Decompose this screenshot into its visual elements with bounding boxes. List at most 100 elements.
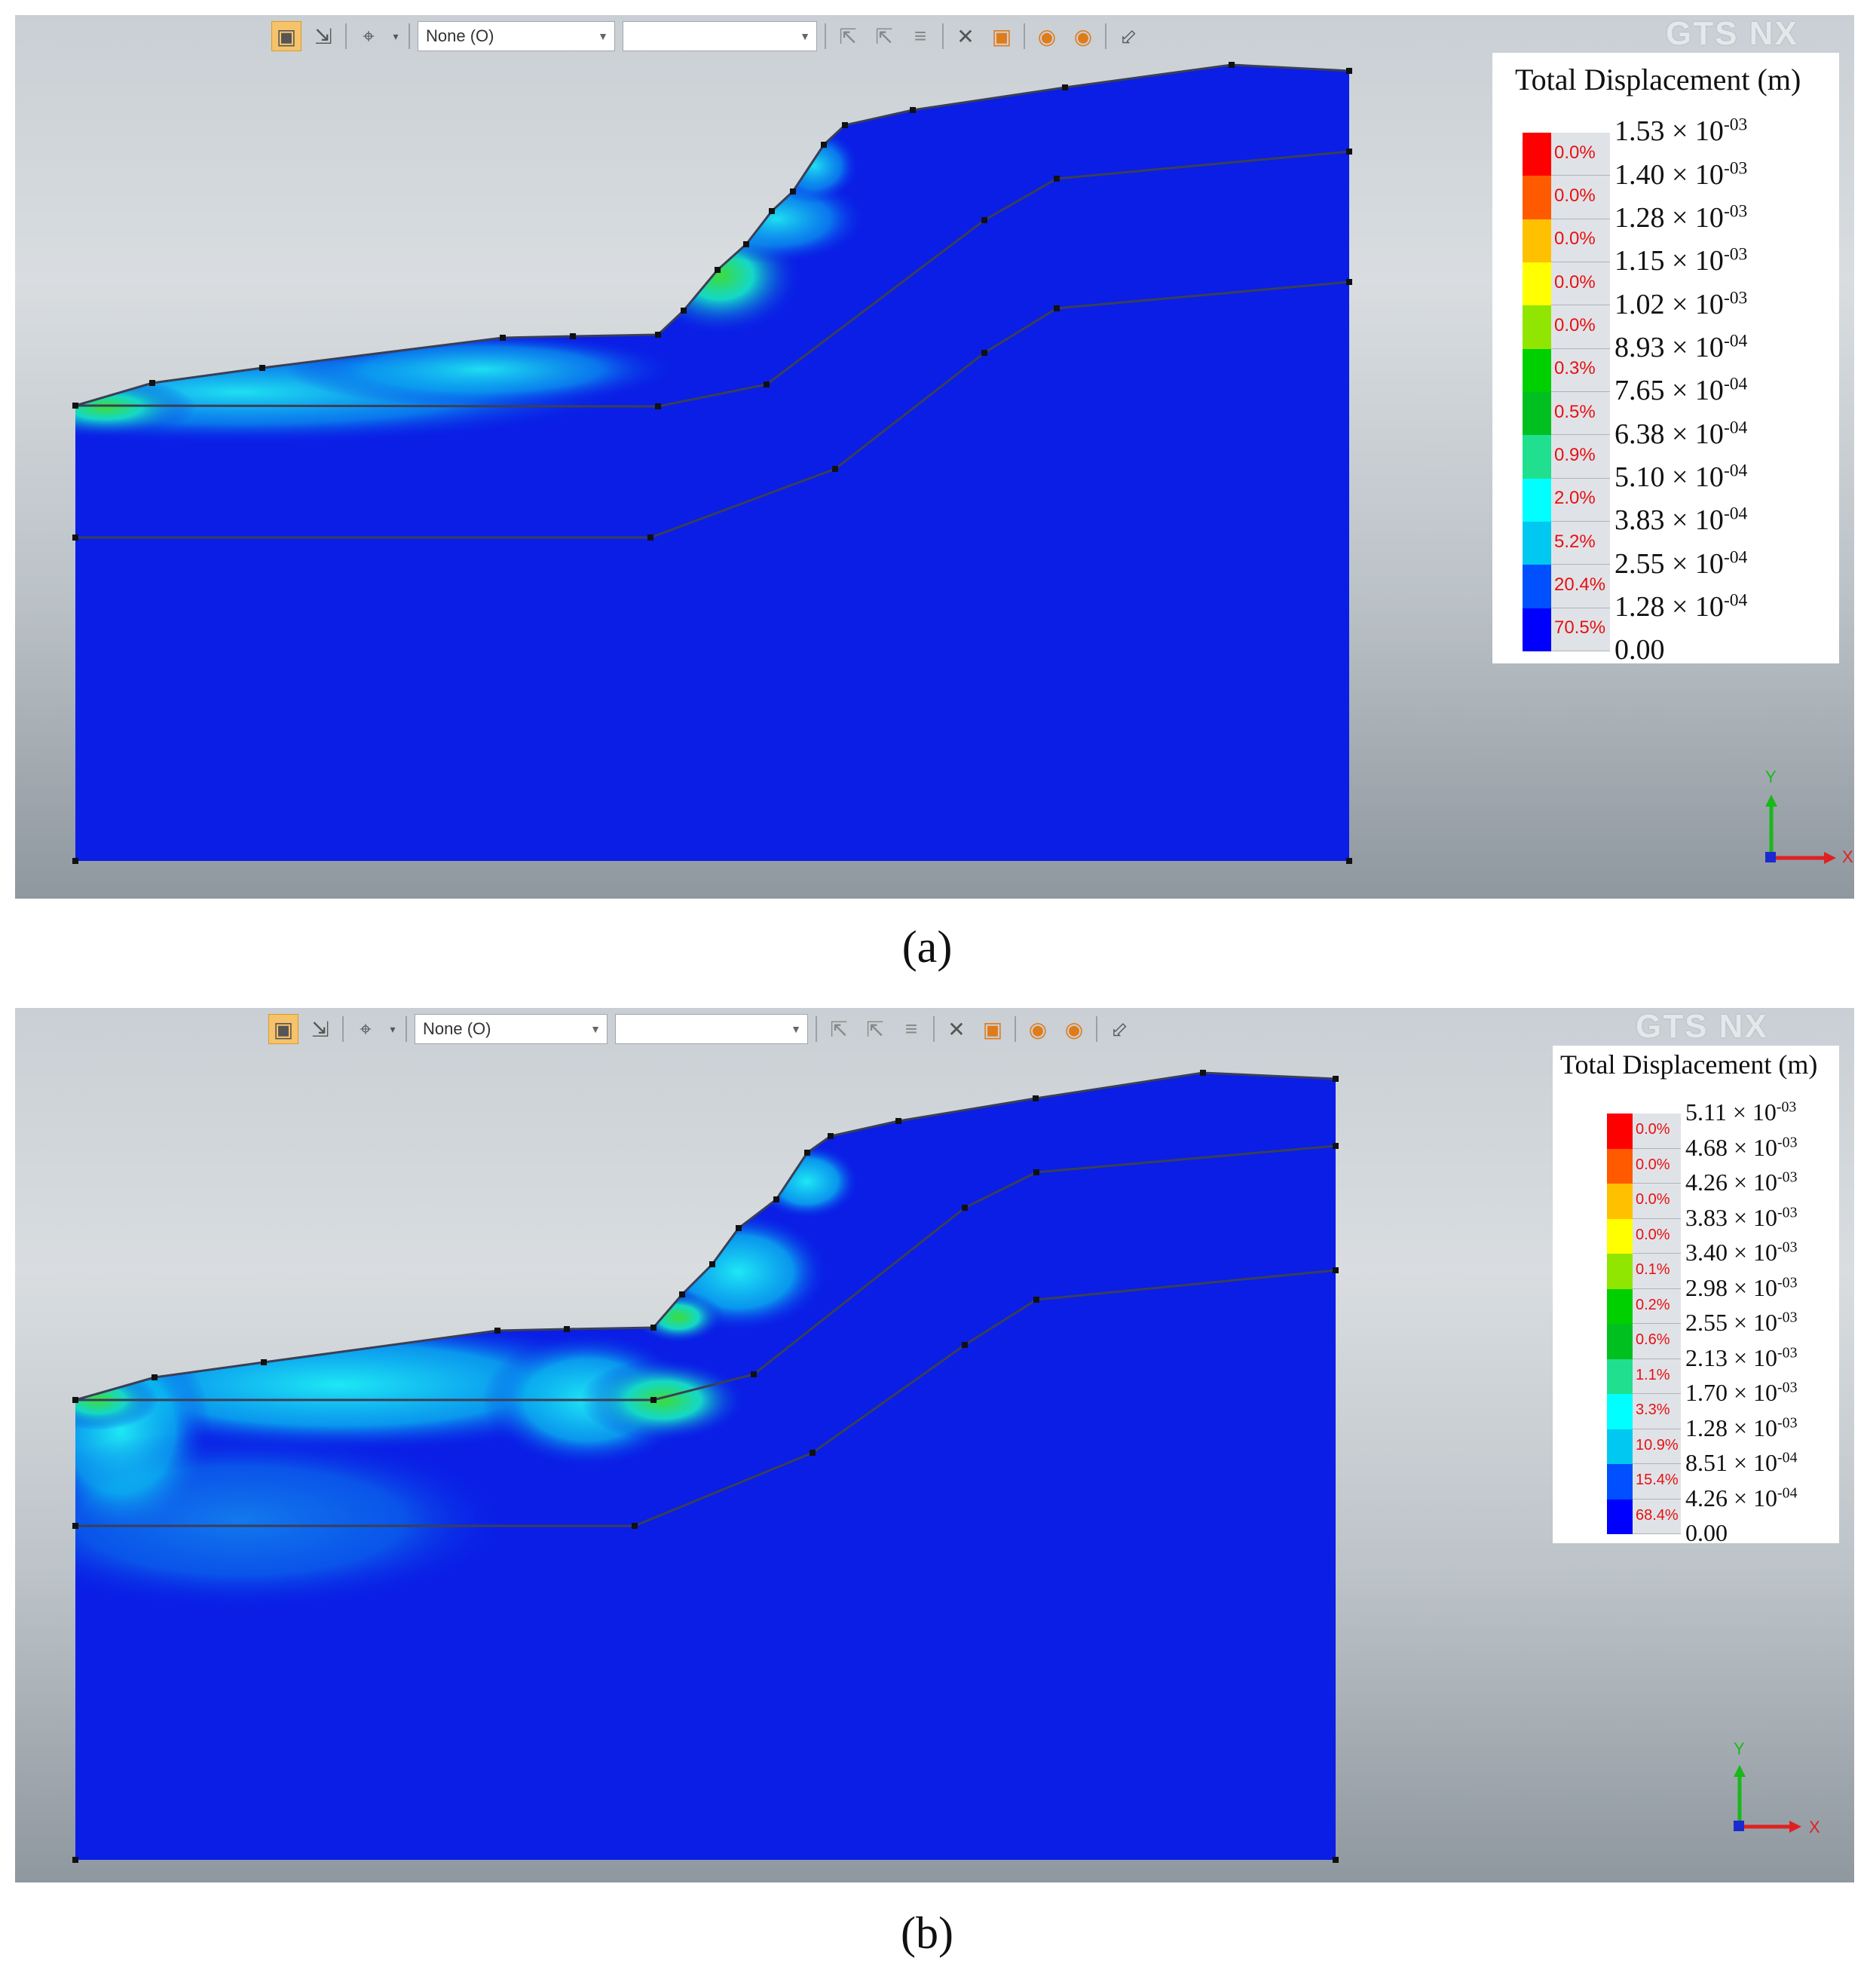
legend-value: 0.00: [1685, 1519, 1728, 1547]
legend-percent-cell: [1551, 608, 1610, 651]
legend-percent-cell: [1551, 478, 1610, 522]
cursor-deselect-icon[interactable]: ⇱: [866, 1017, 884, 1041]
legend-value: 2.98 × 10-03: [1685, 1273, 1798, 1301]
legend-value: 4.26 × 10-03: [1685, 1169, 1798, 1196]
legend-color-swatch: [1523, 348, 1551, 392]
legend-a: Total Displacement (m) 0.0% 0.0% 0.0% 0.0% 0…: [1492, 53, 1839, 666]
legend-percent: 0.0%: [1636, 1156, 1670, 1173]
legend-color-swatch: [1607, 1324, 1633, 1359]
legend-percent: 0.5%: [1554, 401, 1596, 422]
pin-icon[interactable]: ⬃: [1110, 1017, 1128, 1041]
select-cursor-icon[interactable]: ⇲: [311, 1017, 329, 1041]
legend-percent-cell: [1633, 1429, 1681, 1464]
legend-percent: 2.0%: [1554, 488, 1596, 509]
snap-node-icon[interactable]: ⌖: [360, 1016, 372, 1040]
dropdown-arrow-icon[interactable]: ▾: [390, 1022, 396, 1035]
legend-color-swatch: [1523, 392, 1551, 436]
displacement-contour-a: [72, 62, 1836, 864]
legend-percent-cell: [1551, 219, 1610, 262]
legend-value: 1.28 × 10-03: [1685, 1414, 1798, 1441]
axis-label-y: Y: [1734, 1739, 1745, 1758]
play-next-icon[interactable]: ◉: [1073, 24, 1093, 48]
caption-a: (a): [901, 922, 953, 972]
legend-percent-cell: [1633, 1218, 1681, 1254]
legend-color-swatch: [1607, 1394, 1633, 1429]
secondary-select-b[interactable]: ▼: [615, 1014, 808, 1044]
hide-icon[interactable]: ✕: [956, 24, 975, 48]
legend-percent: 0.0%: [1554, 228, 1596, 250]
filter-select-a[interactable]: None (O) ▼: [418, 21, 615, 51]
legend-percent-cell: [1551, 565, 1610, 608]
legend-percent: 0.2%: [1636, 1296, 1670, 1313]
legend-color-swatch: [1523, 262, 1551, 306]
legend-percent-cell: [1633, 1113, 1681, 1149]
legend-percent: 0.0%: [1554, 185, 1596, 206]
legend-percent: 68.4%: [1636, 1506, 1679, 1524]
legend-value: 1.28 × 10-03: [1614, 201, 1748, 234]
legend-color-swatch: [1523, 176, 1551, 219]
legend-percent-cell: [1551, 392, 1610, 436]
legend-percent: 0.6%: [1636, 1331, 1670, 1349]
play-icon[interactable]: ◉: [1028, 1017, 1048, 1041]
select-cursor-icon[interactable]: ⇲: [314, 24, 332, 48]
legend-value: 1.70 × 10-03: [1685, 1379, 1798, 1407]
select-mode-icon[interactable]: ▣: [268, 1014, 298, 1044]
legend-value: 2.55 × 10-04: [1614, 547, 1748, 580]
legend-color-swatch: [1607, 1184, 1633, 1219]
legend-percent-cell: [1633, 1394, 1681, 1429]
legend-percent-cell: [1633, 1254, 1681, 1289]
legend-value: 1.40 × 10-03: [1614, 158, 1748, 191]
legend-color-swatch: [1523, 608, 1551, 651]
legend-percent-cell: [1633, 1324, 1681, 1359]
view-toolbar-a: ▣ ⇲ ⌖ ▾ None (O) ▼ ▼ ⇱ ⇱ ≡ ✕ ▣ ◉ ◉ ⬃: [271, 18, 1143, 54]
show-icon[interactable]: ▣: [982, 1017, 1003, 1041]
legend-value: 1.02 × 10-03: [1614, 288, 1748, 320]
legend-percent: 3.3%: [1636, 1401, 1670, 1419]
legend-color-swatch: [1607, 1499, 1633, 1534]
cursor-select-icon[interactable]: ⇱: [830, 1017, 848, 1041]
legend-percent-cell: [1551, 435, 1610, 479]
axis-label-x: X: [1842, 847, 1853, 866]
legend-value: 8.51 × 10-04: [1685, 1449, 1798, 1477]
legend-value: 2.55 × 10-03: [1685, 1309, 1798, 1337]
dropdown-arrow-icon[interactable]: ▾: [393, 29, 399, 42]
pin-icon[interactable]: ⬃: [1119, 24, 1137, 48]
hide-icon[interactable]: ✕: [947, 1017, 966, 1041]
list-icon[interactable]: ≡: [914, 24, 927, 47]
legend-color-swatch: [1607, 1218, 1633, 1254]
legend-percent: 0.0%: [1636, 1226, 1670, 1243]
legend-value: 7.65 × 10-04: [1614, 374, 1748, 407]
legend-color-swatch: [1607, 1288, 1633, 1324]
legend-percent: 20.4%: [1554, 574, 1606, 595]
play-icon[interactable]: ◉: [1037, 24, 1057, 48]
legend-percent: 0.0%: [1554, 271, 1596, 293]
legend-color-swatch: [1607, 1113, 1633, 1149]
cursor-select-icon[interactable]: ⇱: [839, 24, 857, 48]
legend-percent-cell: [1551, 305, 1610, 349]
legend-percent-cell: [1633, 1148, 1681, 1184]
legend-percent: 70.5%: [1554, 617, 1606, 639]
list-icon[interactable]: ≡: [904, 1017, 918, 1040]
legend-percent-cell: [1633, 1359, 1681, 1394]
legend-percent: 0.1%: [1636, 1261, 1670, 1279]
cursor-deselect-icon[interactable]: ⇱: [875, 24, 893, 48]
legend-color-swatch: [1607, 1148, 1633, 1184]
legend-value: 0.00: [1614, 634, 1665, 666]
play-next-icon[interactable]: ◉: [1064, 1017, 1084, 1041]
legend-percent: 10.9%: [1636, 1436, 1679, 1453]
legend-percent-cell: [1551, 348, 1610, 392]
legend-value: 3.83 × 10-03: [1685, 1203, 1798, 1231]
show-icon[interactable]: ▣: [991, 24, 1012, 48]
legend-color-swatch: [1523, 435, 1551, 479]
filter-select-b[interactable]: None (O) ▼: [415, 1014, 608, 1044]
legend-color-swatch: [1607, 1359, 1633, 1394]
legend-title: Total Displacement (m): [1560, 1049, 1818, 1080]
select-mode-icon[interactable]: ▣: [271, 21, 301, 51]
snap-node-icon[interactable]: ⌖: [363, 23, 375, 47]
secondary-select-a[interactable]: ▼: [623, 21, 817, 51]
legend-value: 1.28 × 10-04: [1614, 590, 1748, 623]
legend-value: 4.26 × 10-04: [1685, 1484, 1798, 1512]
legend-percent-cell: [1551, 262, 1610, 306]
legend-color-swatch: [1607, 1429, 1633, 1464]
legend-color-swatch: [1523, 133, 1551, 176]
